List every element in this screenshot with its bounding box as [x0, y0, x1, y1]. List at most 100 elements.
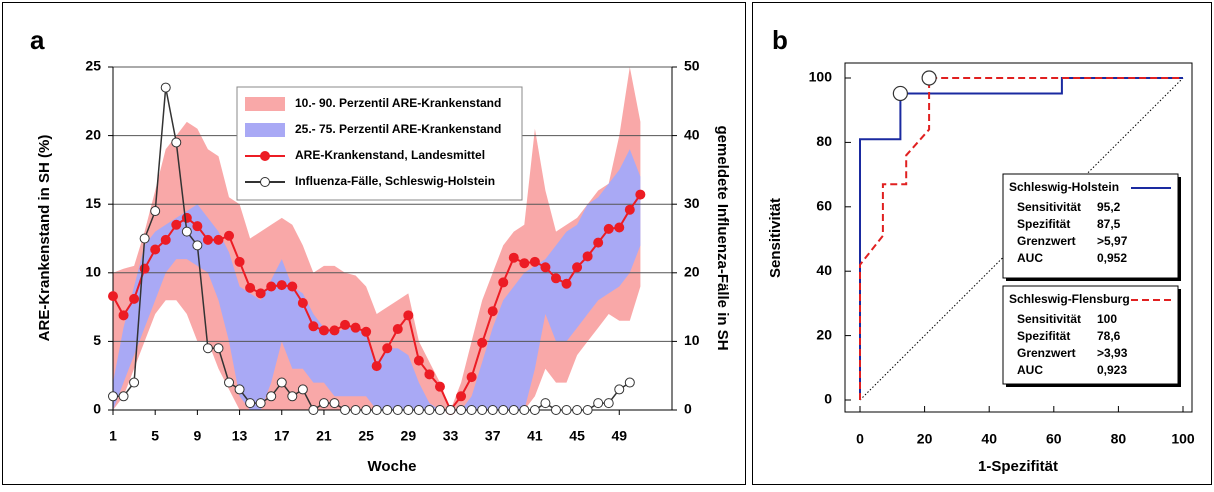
stat-label: Spezifität	[1017, 329, 1070, 343]
data-point	[150, 206, 161, 217]
data-point	[171, 219, 182, 230]
data-point	[593, 398, 604, 409]
stat-value: >3,93	[1097, 346, 1128, 360]
y2-tick-label: 10	[684, 332, 700, 348]
data-point	[508, 252, 519, 263]
y2-tick-label: 40	[684, 126, 700, 142]
data-point	[297, 297, 308, 308]
panel-label: a	[30, 25, 45, 55]
data-point	[318, 398, 329, 409]
data-point	[614, 222, 625, 233]
legend-label: ARE-Krankenstand, Landesmittel	[295, 148, 485, 162]
data-point	[413, 405, 424, 415]
y-tick-label: 40	[816, 262, 832, 278]
data-point	[624, 377, 635, 388]
data-point	[202, 234, 213, 245]
data-point	[498, 405, 509, 415]
data-point	[129, 293, 140, 304]
x-tick-label: 13	[232, 428, 248, 444]
data-point	[434, 405, 445, 415]
data-point	[287, 391, 298, 402]
data-point	[139, 233, 150, 244]
data-point	[529, 256, 540, 267]
x-tick-label: 80	[1111, 431, 1127, 447]
legend-swatch	[245, 97, 285, 111]
data-point	[234, 384, 245, 395]
stat-label: Spezifität	[1017, 217, 1070, 231]
data-point	[445, 405, 456, 415]
data-point	[466, 372, 477, 383]
legend-title: Schleswig-Flensburg	[1009, 292, 1130, 306]
x-tick-label: 45	[569, 428, 585, 444]
data-point	[487, 306, 498, 317]
data-point	[614, 384, 625, 395]
x-tick-label: 17	[274, 428, 290, 444]
x-tick-label: 0	[856, 431, 864, 447]
legend-swatch	[245, 123, 285, 137]
panel-b-frame	[752, 2, 1212, 485]
stat-label: Sensitivität	[1017, 312, 1081, 326]
x-axis-title: Woche	[368, 458, 417, 475]
legend-label: 25.- 75. Perzentil ARE-Krankenstand	[295, 122, 501, 136]
data-point	[340, 319, 351, 330]
x-tick-label: 21	[316, 428, 332, 444]
y2-axis-title: gemeldete Influenza-Fälle in SH	[714, 125, 731, 350]
roc-curve	[859, 77, 1183, 400]
data-point	[519, 405, 530, 415]
data-point	[392, 405, 403, 415]
data-point	[308, 321, 319, 332]
data-point	[477, 405, 488, 415]
data-point	[213, 343, 224, 354]
data-point	[181, 212, 192, 223]
y-axis-title: ARE-Krankenstand in SH (%)	[36, 135, 53, 342]
x-tick-label: 9	[193, 428, 201, 444]
stat-value: 0,952	[1097, 251, 1127, 265]
panel-a-frame	[2, 2, 746, 485]
stat-value: 95,2	[1097, 200, 1121, 214]
data-point	[340, 405, 351, 415]
x-tick-label: 37	[485, 428, 501, 444]
stat-label: AUC	[1017, 251, 1043, 265]
data-point	[550, 405, 561, 415]
x-tick-label: 1	[109, 428, 117, 444]
data-point	[572, 405, 583, 415]
x-tick-label: 41	[527, 428, 543, 444]
legend-label: 10.- 90. Perzentil ARE-Krankenstand	[295, 96, 501, 110]
data-point	[350, 322, 361, 333]
data-point	[160, 82, 171, 93]
data-point	[361, 405, 372, 415]
data-point	[108, 391, 118, 402]
y-tick-label: 25	[85, 58, 101, 74]
y2-tick-label: 0	[684, 401, 692, 417]
data-point	[192, 221, 203, 232]
y-tick-label: 60	[816, 198, 832, 214]
data-point	[561, 405, 572, 415]
axes-frame	[844, 62, 1193, 413]
data-point	[276, 280, 287, 291]
data-point	[118, 391, 129, 402]
data-point	[224, 230, 235, 241]
data-point	[245, 398, 256, 409]
data-point	[561, 278, 572, 289]
percentile-band	[113, 149, 641, 411]
y2-tick-label: 30	[684, 195, 700, 211]
data-point	[181, 226, 192, 237]
y2-tick-label: 50	[684, 58, 700, 74]
data-point	[287, 281, 298, 292]
data-point	[624, 204, 635, 215]
data-point	[403, 310, 414, 321]
x-tick-label: 33	[443, 428, 459, 444]
data-point	[582, 251, 593, 262]
data-point	[329, 398, 340, 409]
data-point	[255, 398, 266, 409]
data-point	[392, 324, 403, 335]
lines	[108, 82, 646, 415]
stat-value: 100	[1097, 312, 1117, 326]
legend-marker	[260, 177, 270, 187]
y-tick-label: 0	[824, 391, 832, 407]
data-point	[308, 405, 319, 415]
y-tick-label: 5	[93, 332, 101, 348]
data-point	[245, 282, 256, 293]
